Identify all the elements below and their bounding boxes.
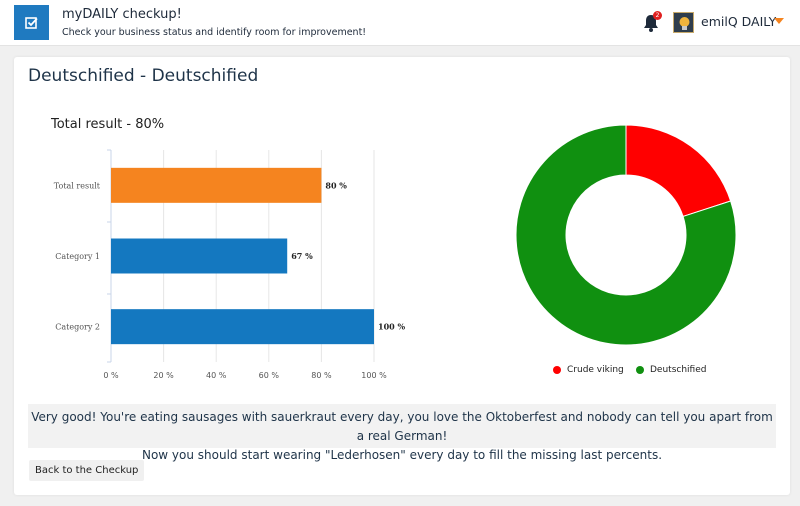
legend-item-crude-viking[interactable]: Crude viking: [553, 365, 624, 375]
category-label: Total result: [54, 181, 101, 190]
bar-value-label: 100 %: [378, 322, 405, 332]
bar-chart-title: Total result - 80%: [51, 117, 165, 132]
x-tick-label: 40 %: [206, 371, 227, 380]
lightbulb-avatar-icon: [674, 13, 693, 32]
category-label: Category 1: [55, 252, 100, 261]
checkup-logo-icon[interactable]: [14, 5, 49, 40]
x-tick-label: 80 %: [311, 371, 332, 380]
avatar[interactable]: [673, 12, 694, 33]
page-title: Deutschified - Deutschified: [28, 66, 259, 86]
bar-2: [111, 238, 288, 274]
x-tick-label: 20 %: [153, 371, 174, 380]
x-tick-label: 0 %: [103, 371, 119, 380]
back-to-checkup-button[interactable]: Back to the Checkup: [29, 460, 145, 481]
message-line-2: Now you should start wearing "Lederhosen…: [141, 448, 663, 462]
legend-item-deutschified[interactable]: Deutschified: [636, 365, 706, 375]
notification-badge: 2: [653, 11, 662, 20]
legend-dot-icon: [636, 366, 644, 374]
legend-label: Crude viking: [567, 365, 624, 375]
x-tick-label: 60 %: [259, 371, 280, 380]
donut-slice-deutschified: [515, 124, 737, 346]
category-label: Category 2: [55, 323, 100, 332]
message-line-1: Very good! You're eating sausages with s…: [31, 410, 773, 443]
user-name[interactable]: emilQ DAILY: [701, 14, 777, 29]
app-title: myDAILY checkup!: [62, 7, 182, 22]
bar-value-label: 67 %: [291, 251, 313, 261]
legend-label: Deutschified: [650, 365, 707, 375]
bar-1: [111, 167, 322, 203]
bar-3: [111, 309, 374, 345]
result-message: Very good! You're eating sausages with s…: [28, 404, 776, 462]
checkbox-check-icon: [24, 16, 38, 29]
chevron-down-icon[interactable]: [774, 18, 784, 24]
bar-value-label: 80 %: [325, 180, 347, 190]
x-tick-label: 100 %: [361, 371, 387, 380]
top-bar: myDAILY checkup! Check your business sta…: [0, 0, 800, 46]
legend-dot-icon: [553, 366, 561, 374]
app-subtitle: Check your business status and identify …: [62, 27, 367, 38]
